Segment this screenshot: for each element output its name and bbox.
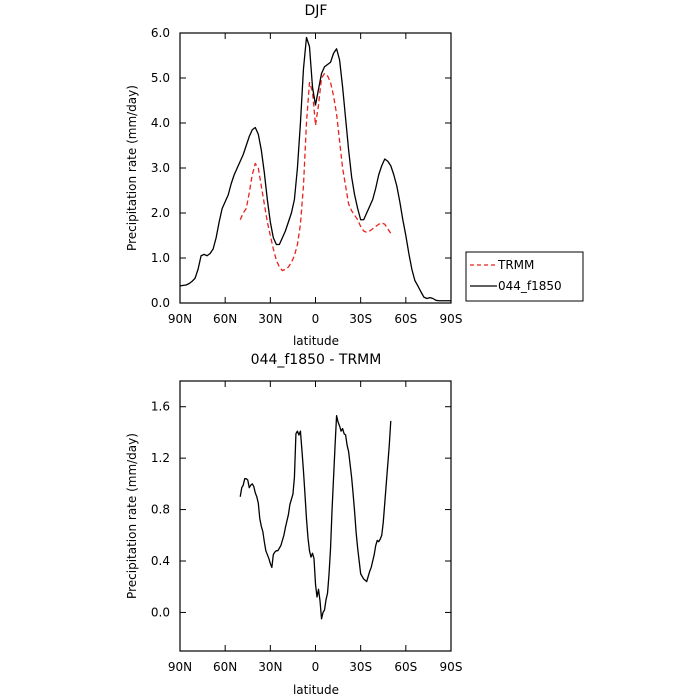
top-chart-y-tick-label: 6.0	[151, 26, 170, 40]
top-chart-series-group	[179, 36, 451, 302]
top-chart-x-tick-label: 90N	[168, 312, 192, 326]
bottom-chart-frame	[179, 380, 452, 652]
bottom-chart-y-tick-label: 0.8	[151, 503, 170, 517]
top-chart-y-tick-label: 1.0	[151, 251, 170, 265]
bottom-chart-x-tick-label: 90N	[168, 660, 192, 674]
top-chart-y-tick-label: 4.0	[151, 116, 170, 130]
top-chart-y-tick-label: 0.0	[151, 296, 170, 310]
bottom-chart-x-tick-label: 90S	[440, 660, 463, 674]
bottom-chart-x-ticks: 90N 60N 30N 0 30S 60S 90S	[168, 381, 463, 674]
bottom-chart-x-axis-title: latitude	[293, 683, 339, 697]
bottom-chart-panel: 044_f1850 - TRMM 90N 60N 30N 0 30S 60S 90S 0.0…	[125, 352, 462, 697]
legend-box	[465, 251, 584, 302]
top-chart-title: DJF	[305, 3, 328, 19]
top-chart-panel: DJF 90N 60N 30N 0 30S 60S 90S 0.0 1.0 2.0 3.0 4.0 5…	[125, 3, 584, 348]
bottom-chart-y-tick-label: 1.6	[151, 400, 170, 414]
bottom-chart-series-line-difference	[239, 415, 392, 620]
top-chart-x-tick-label: 0	[312, 312, 320, 326]
top-chart-x-ticks: 90N 60N 30N 0 30S 60S 90S	[168, 33, 463, 326]
top-chart-x-tick-label: 30N	[258, 312, 282, 326]
top-chart-series-line-trmm	[239, 72, 392, 272]
legend: TRMM 044_f1850	[465, 251, 584, 302]
bottom-chart-x-tick-label: 30S	[349, 660, 372, 674]
bottom-chart-y-tick-label: 0.0	[151, 605, 170, 619]
top-chart-y-tick-label: 3.0	[151, 161, 170, 175]
top-chart-y-tick-label: 5.0	[151, 71, 170, 85]
bottom-chart-series-group	[239, 415, 392, 620]
legend-label-trmm: TRMM	[497, 258, 534, 272]
bottom-chart-y-tick-label: 1.2	[151, 451, 170, 465]
top-chart-x-axis-title: latitude	[293, 334, 339, 348]
top-chart-y-tick-label: 2.0	[151, 206, 170, 220]
bottom-chart-x-tick-label: 30N	[258, 660, 282, 674]
top-chart-x-tick-label: 60N	[213, 312, 237, 326]
bottom-chart-y-ticks: 0.0 0.4 0.8 1.2 1.6	[151, 400, 451, 619]
top-chart-x-tick-label: 30S	[349, 312, 372, 326]
top-chart-series-line-044-f1850	[179, 36, 451, 302]
bottom-chart-x-tick-label: 0	[312, 660, 320, 674]
top-chart-x-tick-label: 90S	[440, 312, 463, 326]
bottom-chart-x-tick-label: 60S	[394, 660, 417, 674]
legend-label-044-f1850: 044_f1850	[498, 279, 562, 293]
bottom-chart-title: 044_f1850 - TRMM	[251, 352, 382, 368]
bottom-chart-y-axis-title: Precipitation rate (mm/day)	[125, 433, 139, 599]
bottom-chart-x-tick-label: 60N	[213, 660, 237, 674]
top-chart-x-tick-label: 60S	[394, 312, 417, 326]
top-chart-y-ticks: 0.0 1.0 2.0 3.0 4.0 5.0 6.0	[151, 26, 451, 310]
bottom-chart-y-tick-label: 0.4	[151, 554, 170, 568]
top-chart-y-axis-title: Precipitation rate (mm/day)	[125, 85, 139, 251]
